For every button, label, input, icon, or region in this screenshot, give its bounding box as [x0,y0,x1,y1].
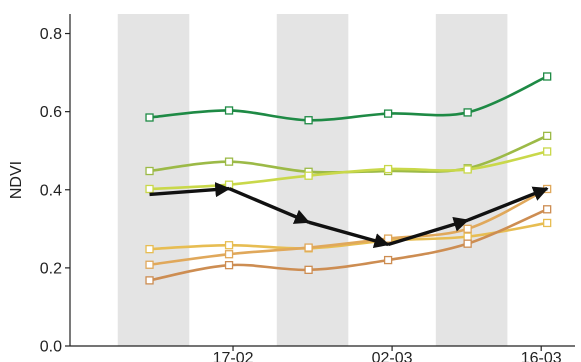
trend-arrows [149,181,549,249]
data-point [383,255,393,265]
data-point [304,171,313,180]
y-tick-label: 0.4 [40,182,62,199]
trend-arrow-2 [228,187,310,224]
data-point [145,276,154,285]
data-point [543,72,552,81]
series-layer [145,72,552,285]
data-point [304,116,313,125]
data-point [383,234,393,243]
trend-arrow-1 [149,181,231,198]
series-line-5 [149,187,548,267]
data-point [543,218,552,228]
series-1 [145,72,552,125]
data-point [224,260,234,270]
data-point [145,166,154,176]
data-point [304,265,313,274]
y-tick-label: 0.0 [40,339,62,356]
y-tick-label: 0.8 [40,26,62,43]
x-tick-label: 17-02 [213,350,254,362]
x-tick-label: 16-03 [521,350,562,362]
data-point [145,260,154,269]
data-point [145,244,154,254]
y-axis-label: NDVI [8,161,25,199]
y-tick-label: 0.6 [40,104,62,121]
y-tick-label: 0.2 [40,260,62,277]
data-point [543,147,552,156]
trend-arrow-5 [467,186,549,222]
series-line-1 [149,75,548,122]
data-point [463,232,472,241]
data-point [383,164,393,174]
data-point [224,241,234,250]
series-6 [145,205,552,285]
data-point [463,108,472,117]
trend-arrow-3 [308,220,390,249]
data-point [543,205,552,214]
data-point [145,184,154,194]
data-point [145,113,154,122]
data-point [224,250,234,259]
data-point [224,106,234,115]
series-line-4 [149,221,548,251]
data-point [463,224,472,233]
axes: 0.0 0.2 0.4 0.6 0.8 17-02 02-03 16-03 [40,14,575,362]
x-tick-label: 02-03 [372,350,413,362]
trend-arrow-4 [387,216,470,247]
series-line-6 [149,208,548,282]
data-point [383,109,393,118]
data-point [304,243,313,252]
data-point [224,157,234,166]
data-point [463,239,472,248]
shaded-band-2 [276,14,349,346]
shaded-band-1 [117,14,190,346]
shaded-band-3 [435,14,508,346]
shaded-bands [117,14,508,346]
data-point [543,131,552,141]
data-point [463,165,472,174]
